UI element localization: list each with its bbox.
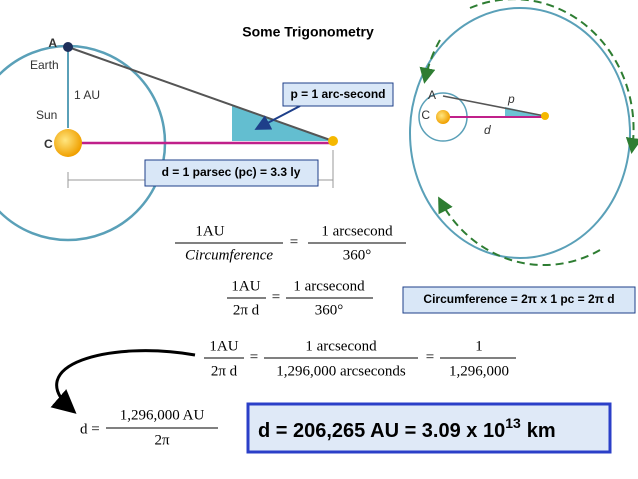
label: A [428,88,436,102]
eq-text: 1 arcsecond [305,338,377,354]
callout-text: p = 1 arc-second [290,87,385,101]
eq-text: = [272,289,280,305]
result-exponent: 13 [505,415,521,431]
eq-text: 1 arcsecond [321,223,393,239]
callout-arrow [254,105,301,130]
eq-text: 1,296,000 [449,363,509,379]
sun [436,110,450,124]
eq-text: 2π d [211,363,238,379]
label: p [507,92,515,106]
result-text: d = 206,265 AU = 3.09 x 1013 km [258,415,556,443]
label: 1 AU [74,88,100,102]
callout [144,159,319,187]
eq-text: 1AU [231,278,260,294]
label: d [484,123,491,137]
callout [402,286,636,314]
eq-text: 1AU [195,223,224,239]
eq-text: 1,296,000 arcseconds [276,363,406,379]
eq-text: 2π [154,432,170,448]
eq-text: 1AU [209,338,238,354]
earth-dot [63,42,73,52]
callout-text: d = 1 parsec (pc) = 3.3 ly [162,165,301,179]
eq-text: 360° [343,247,372,263]
eq-text: 360° [315,302,344,318]
left-diagram: A Earth 1 AU Sun C p = 1 arc-second d = … [0,36,394,242]
label: A [48,36,57,50]
label: C [421,108,430,122]
eq-text: = [290,234,298,250]
sightline [67,46,334,142]
curved-arrow [50,349,196,414]
arrow-arc [469,0,638,154]
star [328,136,338,146]
label: C [44,137,53,151]
callout-text: Circumference = 2π x 1 pc = 2π d [423,292,614,306]
eq-text: 1 arcsecond [293,278,365,294]
equations: 1AU Circumference = 1 arcsecond 360° 1AU… [80,223,516,448]
eq-text: 1,296,000 AU [120,407,205,423]
eq-text: Circumference [185,247,273,263]
arrow-arc [419,39,441,84]
eq-text: = [426,349,434,365]
eq-text: d = [80,421,100,437]
result-box [246,402,612,454]
sightline [442,95,546,117]
star [541,112,549,120]
right-diagram: A C p d Circumference = 2π x 1 pc = 2π d [402,0,638,314]
eq-text: 2π d [233,302,260,318]
title: Some Trigonometry [242,24,374,40]
eq-text: = [250,349,258,365]
arrow-arc [438,196,601,267]
result-unit: km [527,420,556,442]
big-circle [409,7,631,259]
sun [54,129,82,157]
callout [282,82,394,107]
label: Earth [30,58,59,72]
eq-text: 1 [475,338,483,354]
label: Sun [36,108,57,122]
result-main: d = 206,265 AU = 3.09 x 10 [258,420,505,442]
